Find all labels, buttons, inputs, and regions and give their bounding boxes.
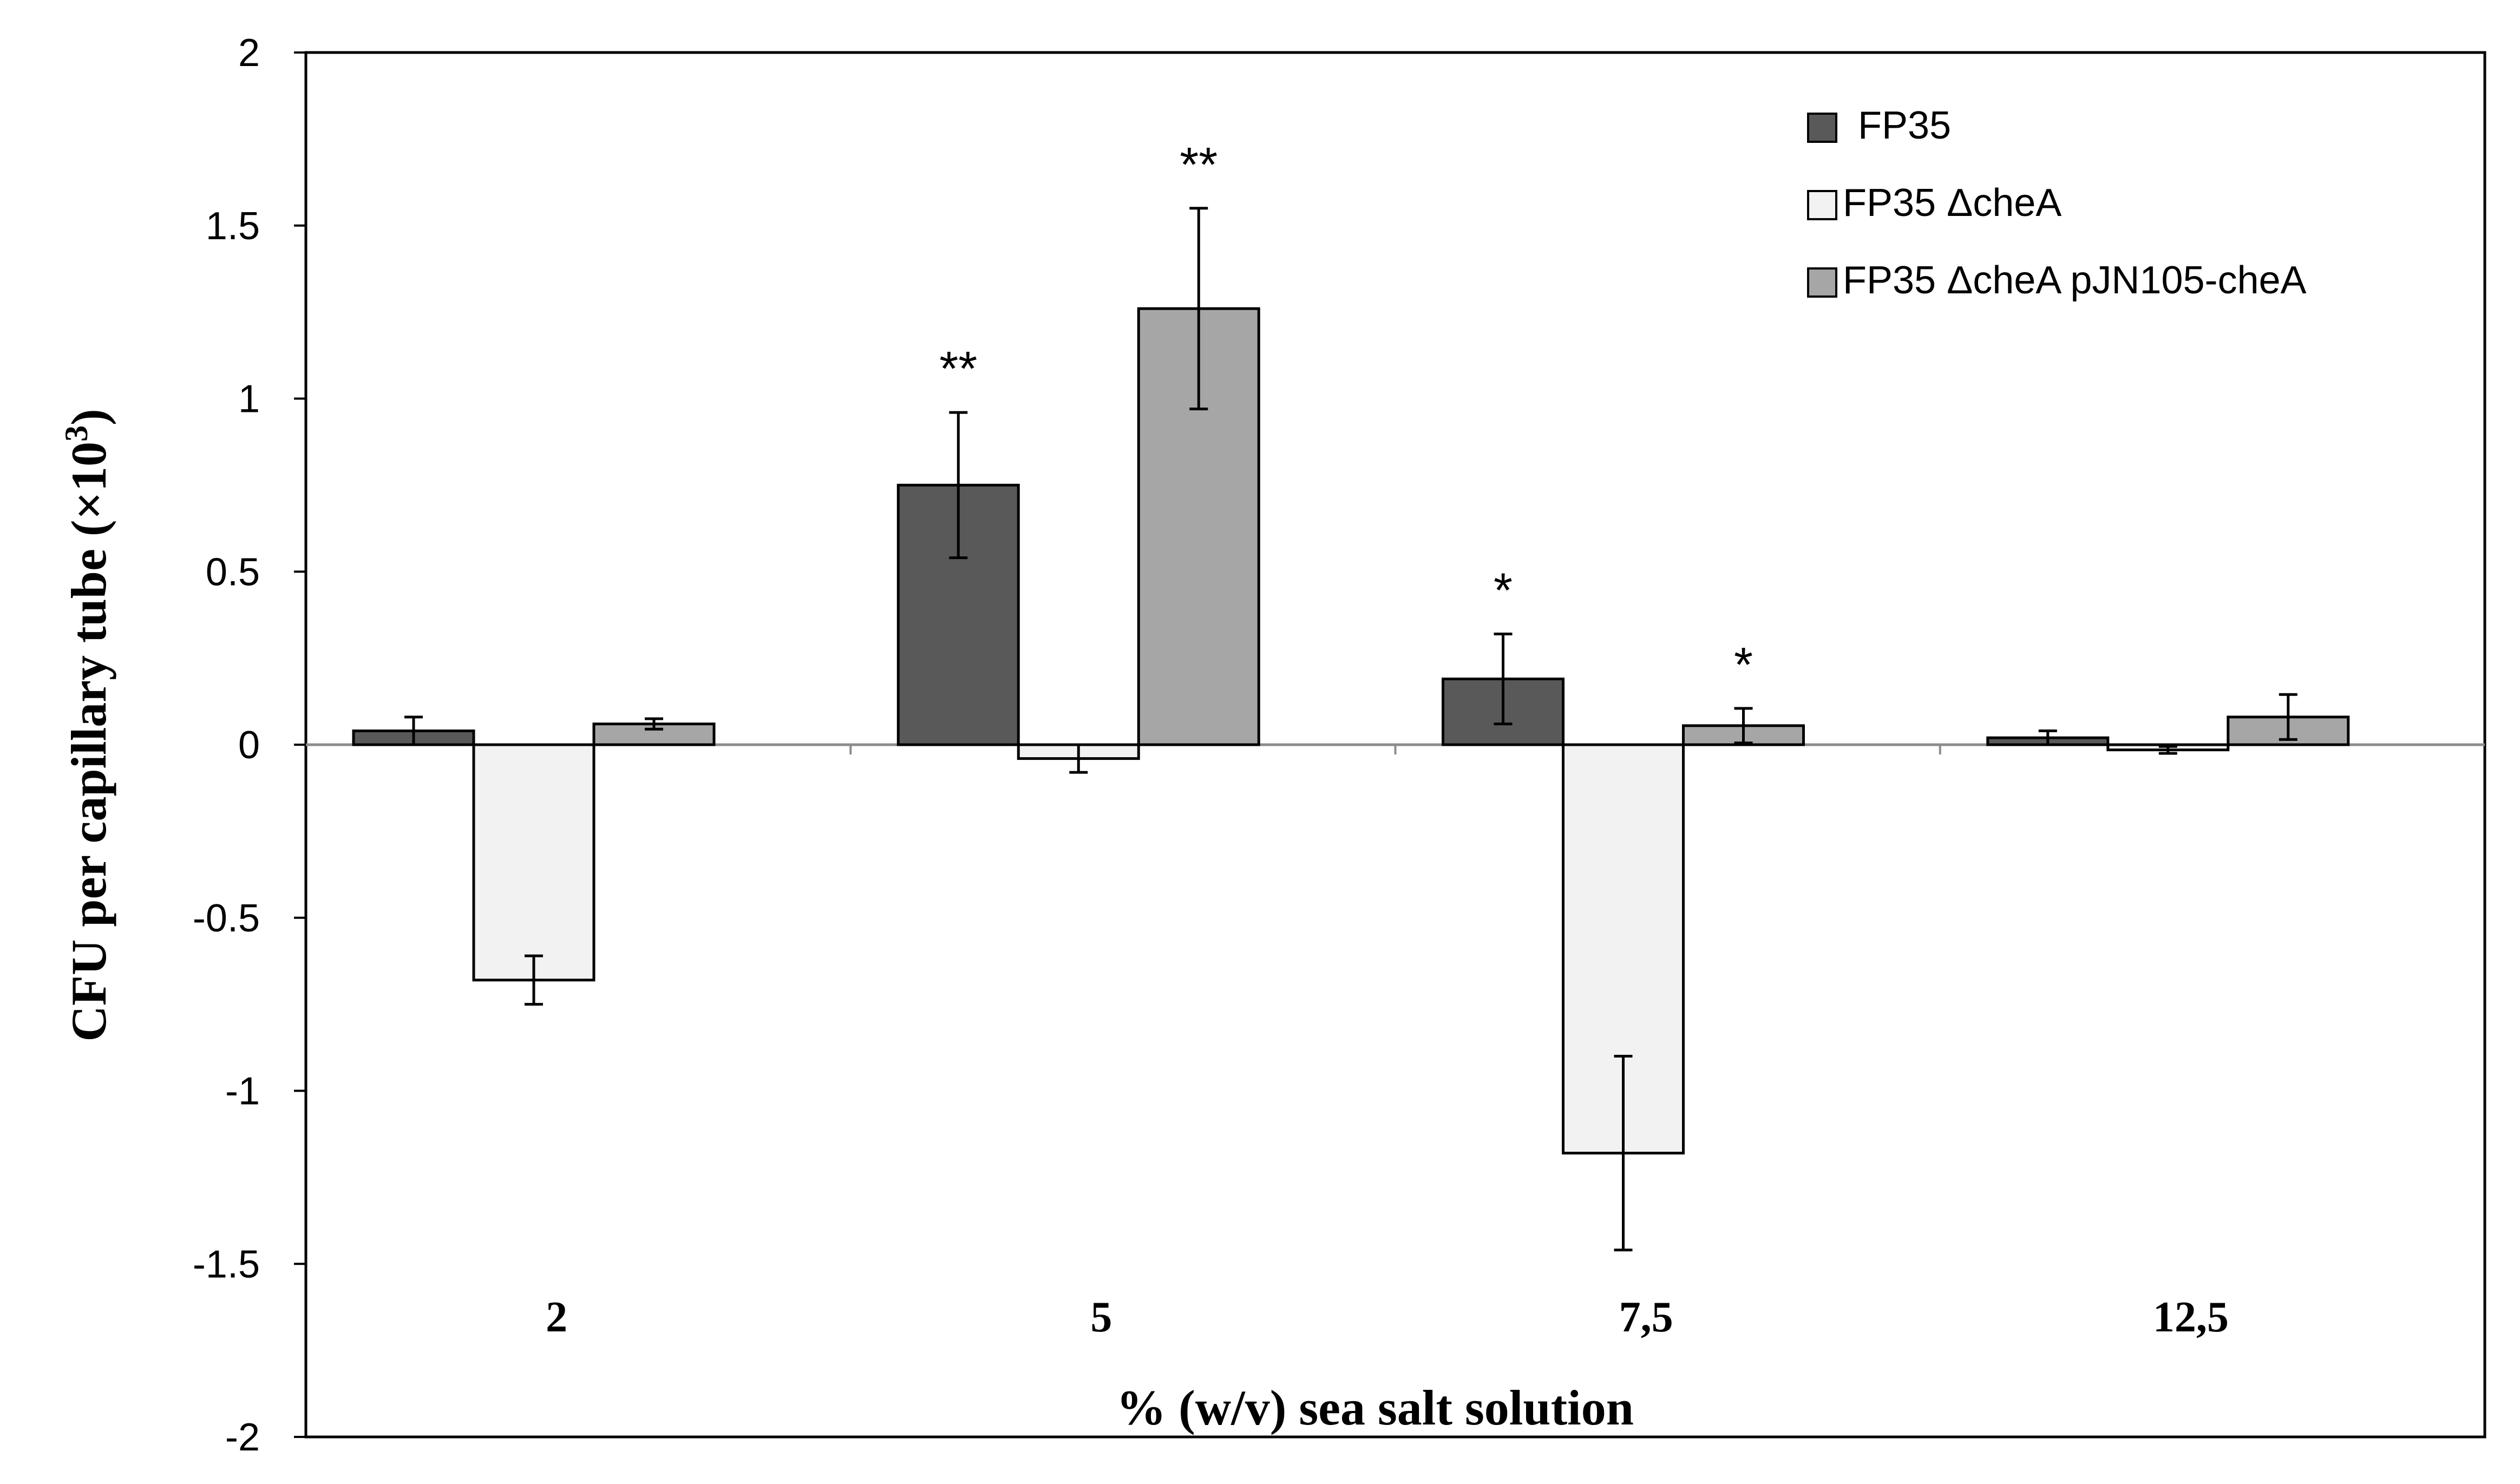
legend: FP35 FP35 ΔcheA FP35 ΔcheA pJN105-cheA	[1807, 104, 2307, 302]
bar	[472, 743, 595, 982]
y-tick-label: 0	[238, 724, 260, 767]
y-tick-label: -1	[225, 1070, 260, 1113]
x-axis-title: % (w/v) sea salt solution	[1116, 1380, 1634, 1435]
y-tick-label: 0.5	[206, 550, 260, 594]
x-category-label: 5	[1090, 1293, 1112, 1341]
legend-label: FP35 ΔcheA	[1843, 181, 2061, 225]
significance-marker: **	[1180, 138, 1218, 192]
y-axis-title-superscript: 3	[58, 425, 94, 442]
error-bars	[404, 207, 2298, 1252]
legend-label: FP35 ΔcheA pJN105-cheA	[1843, 259, 2307, 302]
y-axis: 2 1.5 1 0.5 0 -0.5 -1 -1.5 -2	[193, 31, 306, 1459]
legend-swatch	[1807, 267, 1837, 298]
y-tick-label: 1	[238, 378, 260, 421]
legend-label: FP35	[1858, 104, 1951, 147]
x-axis: 2 5 7,5 12,5	[306, 743, 2485, 1341]
y-axis-title-close: )	[61, 409, 116, 425]
y-tick-label: 1.5	[206, 205, 260, 248]
x-category-label: 7,5	[1619, 1293, 1673, 1341]
y-axis-title-main: CFU per capillary tube (×10	[61, 442, 116, 1042]
y-tick-label: -1.5	[193, 1243, 260, 1286]
x-category-label: 12,5	[2153, 1293, 2229, 1341]
bar	[896, 483, 1020, 746]
significance-marker: *	[1734, 638, 1753, 692]
legend-swatch	[1807, 113, 1837, 143]
y-axis-title: CFU per capillary tube (×103)	[58, 409, 116, 1041]
significance-marker: *	[1494, 563, 1513, 618]
significance-marker: **	[939, 342, 977, 396]
legend-swatch	[1807, 190, 1837, 220]
y-tick-label: -2	[225, 1416, 260, 1459]
significance-markers: ******	[939, 138, 1753, 692]
y-tick-label: 2	[238, 31, 260, 75]
x-category-label: 2	[546, 1293, 567, 1341]
y-tick-label: -0.5	[193, 897, 260, 940]
